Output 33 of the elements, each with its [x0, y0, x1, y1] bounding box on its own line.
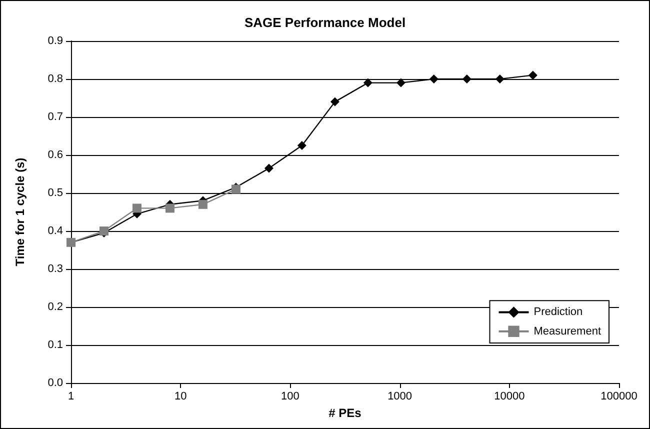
point [165, 204, 174, 213]
y-tick-label: 0.5 [48, 187, 63, 199]
y-tick-label: 0.4 [48, 225, 63, 237]
point [297, 141, 306, 150]
legend-label: Measurement [534, 325, 602, 338]
y-tick-label: 0.1 [48, 339, 63, 351]
point [429, 74, 438, 84]
x-tick-label: 10 [174, 390, 187, 402]
y-tick-label: 0.8 [48, 73, 63, 85]
point [132, 204, 142, 213]
x-tick-label: 100 [281, 390, 300, 402]
point [396, 78, 406, 88]
point [363, 78, 372, 88]
y-tick-label: 0.2 [48, 301, 63, 313]
y-tick-label: 0.3 [48, 263, 63, 275]
y-tick-label: 0.0 [48, 377, 63, 389]
point [198, 200, 208, 209]
point [330, 97, 340, 106]
point [528, 70, 538, 80]
point [495, 74, 504, 84]
point [462, 74, 472, 84]
y-tick-label: 0.6 [48, 149, 63, 161]
chart-title: SAGE Performance Model [244, 15, 406, 30]
x-tick-label: 1000 [388, 390, 412, 402]
y-axis-title: Time for 1 cycle (s) [13, 158, 27, 266]
x-axis-title: # PEs [328, 406, 362, 420]
y-tick-label: 0.7 [48, 111, 63, 123]
x-tick-label: 1 [68, 390, 74, 402]
legend-label: Prediction [534, 306, 583, 318]
point [264, 164, 274, 173]
x-tick-label: 10000 [494, 390, 525, 402]
y-tick-label: 0.9 [48, 35, 63, 47]
x-tick-label: 100000 [600, 390, 638, 402]
